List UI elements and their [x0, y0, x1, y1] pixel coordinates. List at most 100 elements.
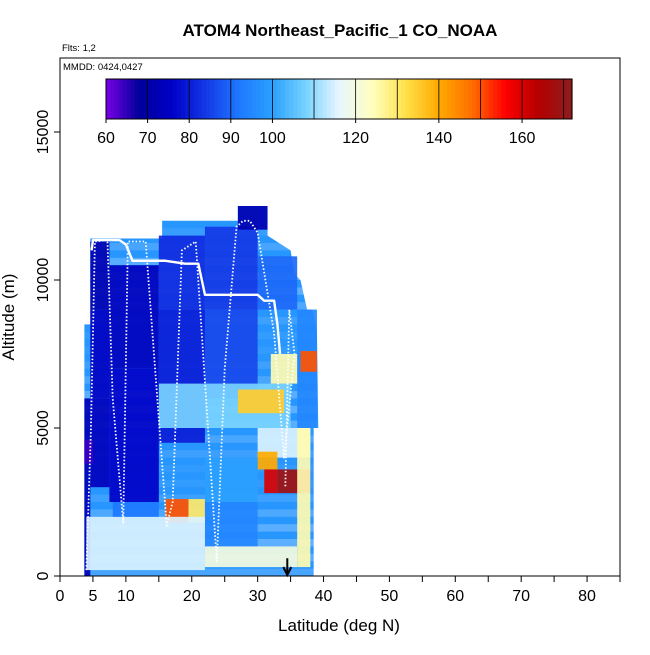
- colorbar-segment: [443, 79, 448, 119]
- colorbar-segment: [463, 79, 469, 119]
- curtain-band: [84, 228, 317, 236]
- colorbar-segment: [555, 79, 561, 119]
- colorbar-segment: [455, 79, 461, 119]
- colorbar-segment: [226, 79, 232, 119]
- colorbar-segment: [563, 79, 569, 119]
- heatmap-cell: [90, 309, 110, 399]
- colorbar-segment: [205, 79, 211, 119]
- colorbar-segment: [534, 79, 540, 119]
- x-tick-label: 50: [381, 588, 399, 605]
- colorbar-segment: [168, 79, 174, 119]
- heatmap-cell: [237, 389, 284, 414]
- annotation-flights: Flts: 1,2: [62, 43, 96, 54]
- flight-track-solid: [90, 238, 282, 355]
- colorbar-segment: [160, 79, 165, 119]
- colorbar-segment: [326, 79, 332, 119]
- colorbar-segment: [551, 79, 556, 119]
- colorbar-segment: [106, 79, 111, 119]
- annotation-mmdd: MMDD: 0424,0427: [63, 62, 143, 73]
- x-tick-label: 40: [315, 588, 333, 605]
- colorbar-segment: [334, 79, 340, 119]
- x-tick-label: 10: [117, 588, 135, 605]
- colorbar-tick-label: 90: [222, 130, 240, 147]
- flight-tracks: [85, 219, 296, 571]
- colorbar-segment: [239, 79, 244, 119]
- colorbar-segment: [110, 79, 115, 119]
- colorbar-segment: [480, 79, 486, 119]
- colorbar-segment: [172, 79, 178, 119]
- colorbar-segment: [372, 79, 378, 119]
- curtain-band: [84, 494, 317, 502]
- x-axis-label: Latitude (deg N): [278, 616, 400, 635]
- colorbar-segment: [126, 79, 132, 119]
- x-tick-label: 60: [446, 588, 464, 605]
- colorbar-segment: [430, 79, 436, 119]
- colorbar-segment: [559, 79, 565, 119]
- colorbar-segment: [359, 79, 365, 119]
- heatmap-cell: [204, 457, 258, 502]
- colorbar-segment: [397, 79, 403, 119]
- heatmap-cell: [237, 206, 268, 230]
- heatmap-cell: [270, 354, 298, 384]
- colorbar-segment: [114, 79, 120, 119]
- y-tick-label: 0: [35, 571, 52, 580]
- y-tick-label: 15000: [35, 110, 52, 155]
- colorbar-segment: [122, 79, 128, 119]
- location-marker: [282, 558, 293, 578]
- x-axis: 0 5 10 20 30 40 50 60 70 80: [56, 575, 621, 605]
- colorbar-segment: [214, 79, 219, 119]
- colorbar-segment: [476, 79, 482, 119]
- heatmap-cell: [158, 235, 205, 310]
- colorbar-segment: [542, 79, 548, 119]
- colorbar-segment: [147, 79, 153, 119]
- y-axis-label: Altitude (m): [0, 274, 18, 361]
- heatmap-cell: [112, 502, 159, 517]
- heatmap-cell: [86, 516, 205, 571]
- colorbar-segment: [247, 79, 253, 119]
- colorbar-segment: [422, 79, 427, 119]
- colorbar-segment: [151, 79, 157, 119]
- colorbar-segment: [289, 79, 294, 119]
- curtain-band: [84, 465, 317, 473]
- colorbar-tick-label: 160: [509, 130, 536, 147]
- colorbar-segment: [243, 79, 249, 119]
- x-tick-label: 20: [183, 588, 201, 605]
- colorbar-segment: [301, 79, 307, 119]
- colorbar-segment: [368, 79, 373, 119]
- heatmap-cells: [84, 206, 319, 576]
- colorbar-segment: [339, 79, 344, 119]
- heatmap-cell: [84, 398, 91, 576]
- colorbar-segment: [343, 79, 348, 119]
- colorbar-segment: [492, 79, 498, 119]
- colorbar-segment: [438, 79, 444, 119]
- colorbar-segment: [376, 79, 382, 119]
- colorbar-tick-label: 80: [180, 130, 198, 147]
- colorbar-segment: [305, 79, 311, 119]
- colorbar-segment: [318, 79, 323, 119]
- colorbar-segment: [538, 79, 544, 119]
- colorbar-segment: [401, 79, 407, 119]
- heatmap-cell: [204, 226, 258, 310]
- heatmap-cell: [264, 469, 278, 494]
- heatmap-cell: [109, 368, 159, 502]
- colorbar-tick-label: 60: [97, 130, 115, 147]
- colorbar-segment: [193, 79, 199, 119]
- colorbar-segment: [218, 79, 224, 119]
- colorbar-segment: [522, 79, 527, 119]
- colorbar-segment: [380, 79, 386, 119]
- colorbar-segment: [451, 79, 457, 119]
- colorbar-segment: [155, 79, 161, 119]
- colorbar-segment: [176, 79, 182, 119]
- colorbar-segment: [314, 79, 319, 119]
- colorbar-segment: [488, 79, 494, 119]
- y-tick-label: 5000: [35, 410, 52, 446]
- curtain-band: [84, 213, 317, 221]
- x-tick-label: 80: [578, 588, 596, 605]
- colorbar-segment: [505, 79, 511, 119]
- colorbar-segment: [297, 79, 303, 119]
- colorbar-segment: [405, 79, 411, 119]
- colorbar-segment: [501, 79, 507, 119]
- colorbar-segment: [210, 79, 215, 119]
- colorbar-segment: [484, 79, 490, 119]
- colorbar-frame: [105, 78, 573, 120]
